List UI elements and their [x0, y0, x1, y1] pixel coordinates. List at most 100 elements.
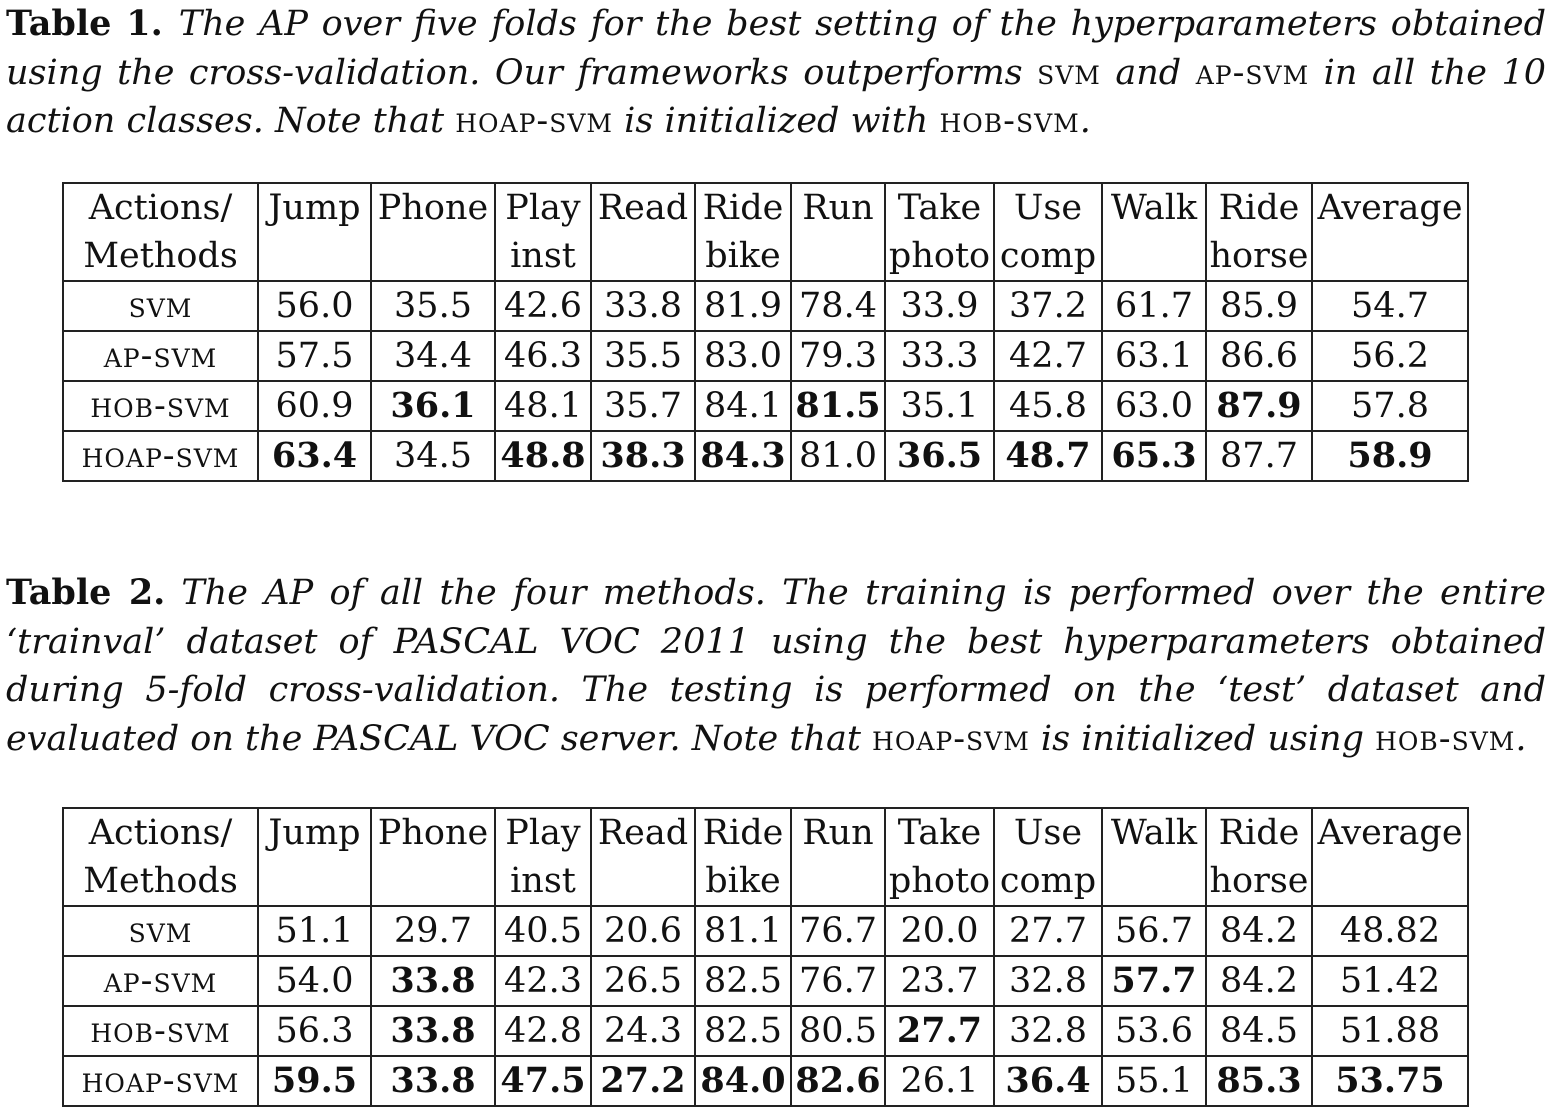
value-cell: 51.88	[1311, 1005, 1469, 1057]
column-header: Walk	[1101, 807, 1207, 907]
column-header: Use comp	[993, 807, 1103, 907]
column-header-line: Walk	[1110, 813, 1198, 853]
column-header: Actions/Methods	[62, 182, 259, 282]
column-header-line: Run	[802, 813, 874, 853]
value-cell: 63.1	[1101, 330, 1207, 382]
value-cell: 82.5	[694, 955, 792, 1007]
value-cell: 36.4	[993, 1055, 1103, 1107]
method-cell: ap-svm	[62, 955, 259, 1007]
value-cell: 65.3	[1101, 430, 1207, 482]
method-name: ap-svm	[1195, 52, 1310, 93]
column-header: Walk	[1101, 182, 1207, 282]
method-name: hob-svm	[1375, 718, 1516, 759]
value-cell: 56.2	[1311, 330, 1469, 382]
value-cell: 58.9	[1311, 430, 1469, 482]
column-header-line	[1103, 232, 1205, 280]
method-cell: hoap-svm	[62, 1055, 259, 1107]
value-cell: 20.0	[884, 905, 995, 957]
column-header-line: Methods	[83, 861, 238, 901]
value-cell: 79.3	[790, 330, 886, 382]
column-header-line	[792, 232, 884, 280]
column-header-line: Use	[1013, 188, 1083, 228]
column-header-line: photo	[888, 236, 991, 276]
value-cell: 61.7	[1101, 280, 1207, 332]
value-cell: 63.4	[257, 430, 372, 482]
caption-text-run: is initialized with	[613, 101, 940, 141]
column-header-line: Play	[505, 188, 581, 228]
table-row: svm 51.1 29.7 40.5 20.6 81.1 76.7 20.0 27.7 56.7 8…	[62, 905, 1469, 957]
value-cell: 57.8	[1311, 380, 1469, 432]
column-header: Read	[590, 182, 696, 282]
column-header-line: Average	[1317, 188, 1463, 228]
column-header-line: Read	[597, 188, 689, 228]
value-cell: 76.7	[790, 905, 886, 957]
value-cell: 76.7	[790, 955, 886, 1007]
table-row: ap-svm 57.5 34.4 46.3 35.5 83.0 79.3 33.3 42.7 63…	[62, 330, 1469, 382]
value-cell: 29.7	[370, 905, 496, 957]
table2-caption-text: The AP of all the four methods. The trai…	[6, 573, 1546, 759]
value-cell: 33.8	[370, 1055, 496, 1107]
column-header: Play inst	[494, 807, 592, 907]
value-cell: 57.5	[257, 330, 372, 382]
caption-text-run: and	[1100, 52, 1196, 93]
column-header-line	[1313, 232, 1467, 280]
value-cell: 33.3	[884, 330, 995, 382]
value-cell: 40.5	[494, 905, 592, 957]
header-row: Actions/Methods Jump Phone Play inst Read Ride…	[62, 182, 1469, 282]
value-cell: 48.1	[494, 380, 592, 432]
column-header-line: comp	[999, 236, 1097, 276]
column-header-line: Take	[897, 813, 982, 853]
method-cell: svm	[62, 280, 259, 332]
value-cell: 35.5	[590, 330, 696, 382]
method-cell: hob-svm	[62, 380, 259, 432]
value-cell: 47.5	[494, 1055, 592, 1107]
column-header: Take photo	[884, 807, 995, 907]
value-cell: 37.2	[993, 280, 1103, 332]
value-cell: 42.8	[494, 1005, 592, 1057]
value-cell: 24.3	[590, 1005, 696, 1057]
value-cell: 20.6	[590, 905, 696, 957]
value-cell: 32.8	[993, 955, 1103, 1007]
method-cell: ap-svm	[62, 330, 259, 382]
method-cell: svm	[62, 905, 259, 957]
value-cell: 55.1	[1101, 1055, 1207, 1107]
caption-text-run: .	[1515, 718, 1527, 759]
value-cell: 63.0	[1101, 380, 1207, 432]
column-header-line: Run	[802, 188, 874, 228]
value-cell: 84.3	[694, 430, 792, 482]
column-header-line	[592, 857, 694, 905]
column-header: Run	[790, 182, 886, 282]
column-header-line: Phone	[377, 188, 489, 228]
method-name: hoap-svm	[455, 101, 614, 141]
column-header: Phone	[370, 182, 496, 282]
value-cell: 56.3	[257, 1005, 372, 1057]
value-cell: 81.5	[790, 380, 886, 432]
value-cell: 87.7	[1205, 430, 1313, 482]
column-header-line	[792, 857, 884, 905]
value-cell: 48.82	[1311, 905, 1469, 957]
method-name: svm	[1037, 52, 1101, 93]
value-cell: 85.9	[1205, 280, 1313, 332]
value-cell: 42.7	[993, 330, 1103, 382]
column-header: Actions/Methods	[62, 807, 259, 907]
value-cell: 46.3	[494, 330, 592, 382]
value-cell: 35.1	[884, 380, 995, 432]
column-header-line	[1313, 857, 1467, 905]
column-header-line: Ride	[702, 813, 784, 853]
table1-caption-text: The AP over five folds for the best sett…	[6, 4, 1546, 141]
value-cell: 53.75	[1311, 1055, 1469, 1107]
column-header-line: Read	[597, 813, 689, 853]
column-header-line	[1103, 857, 1205, 905]
value-cell: 42.3	[494, 955, 592, 1007]
caption-text-run: is initialized using	[1029, 718, 1376, 759]
table2-caption: Table 2. The AP of all the four methods. …	[6, 569, 1546, 763]
value-cell: 33.8	[590, 280, 696, 332]
value-cell: 54.0	[257, 955, 372, 1007]
value-cell: 81.1	[694, 905, 792, 957]
column-header-line: Jump	[268, 813, 361, 853]
method-name: hoap-svm	[872, 718, 1030, 759]
column-header-line: Actions/	[88, 188, 233, 228]
value-cell: 27.2	[590, 1055, 696, 1107]
value-cell: 51.1	[257, 905, 372, 957]
column-header-line	[259, 857, 370, 905]
